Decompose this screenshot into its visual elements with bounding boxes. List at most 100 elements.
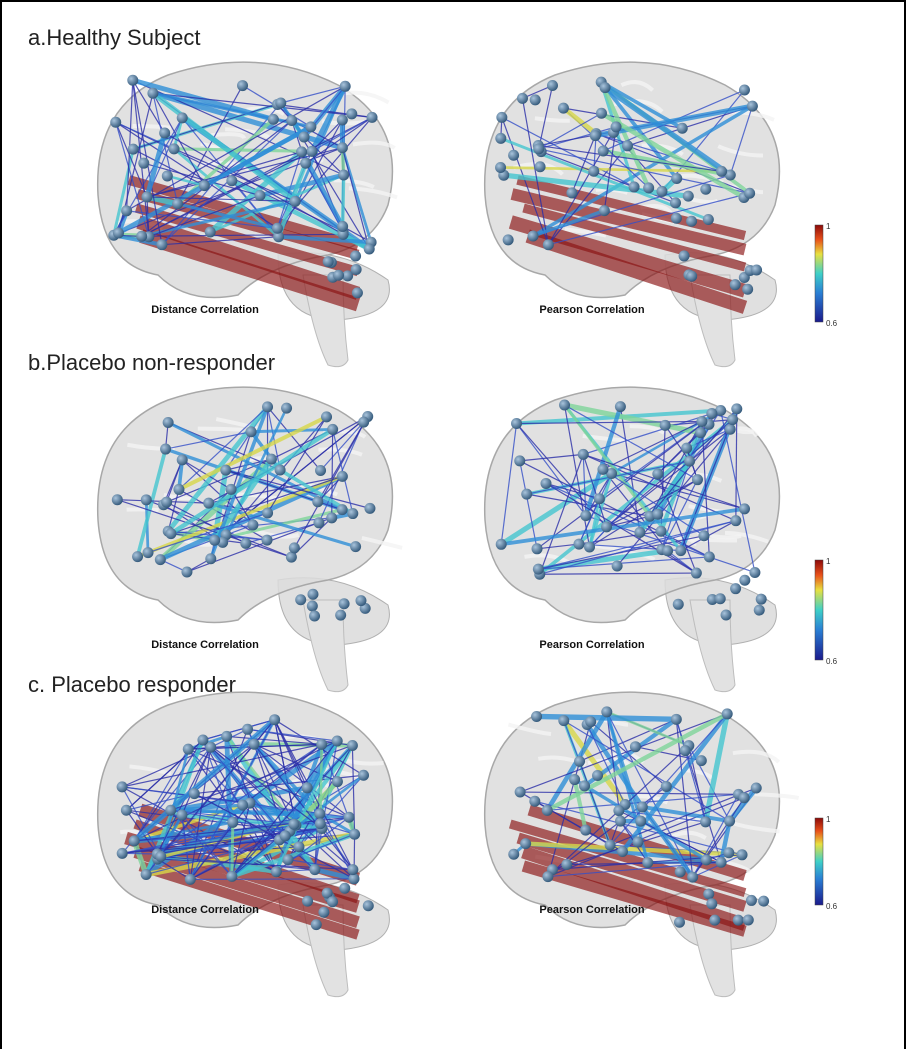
node xyxy=(237,800,248,811)
node xyxy=(517,93,528,104)
node xyxy=(698,530,709,541)
node xyxy=(515,787,526,798)
node xyxy=(333,270,344,281)
edge xyxy=(343,175,344,226)
node xyxy=(315,465,326,476)
node xyxy=(652,468,663,479)
node xyxy=(169,143,180,154)
node xyxy=(176,810,187,821)
node xyxy=(495,162,506,173)
node xyxy=(147,88,158,99)
node xyxy=(156,239,167,250)
node xyxy=(529,796,540,807)
node xyxy=(269,714,280,725)
node xyxy=(751,783,762,794)
node xyxy=(247,519,258,530)
node xyxy=(503,234,514,245)
node xyxy=(508,150,519,161)
node xyxy=(495,133,506,144)
node xyxy=(127,75,138,86)
brain xyxy=(98,692,393,997)
node xyxy=(346,108,357,119)
node xyxy=(312,496,323,507)
node xyxy=(744,188,755,199)
node xyxy=(561,859,572,870)
node xyxy=(340,81,351,92)
panel-title: c. Placebo responder xyxy=(28,672,236,697)
node xyxy=(339,598,350,609)
node xyxy=(121,805,132,816)
node xyxy=(716,857,727,868)
node xyxy=(313,517,324,528)
node xyxy=(673,599,684,610)
node xyxy=(275,465,286,476)
node xyxy=(671,714,682,725)
node xyxy=(240,538,251,549)
node xyxy=(704,551,715,562)
node xyxy=(326,512,337,523)
node xyxy=(249,739,260,750)
node xyxy=(642,857,653,868)
caption: Pearson Correlation xyxy=(539,304,644,316)
node xyxy=(739,85,750,96)
node xyxy=(543,239,554,250)
node xyxy=(266,454,277,465)
node xyxy=(311,919,322,930)
node xyxy=(226,871,237,882)
caption: Distance Correlation xyxy=(151,904,259,916)
node xyxy=(262,401,273,412)
node xyxy=(592,770,603,781)
brain xyxy=(98,62,397,367)
node xyxy=(242,724,253,735)
node xyxy=(344,812,355,823)
node xyxy=(547,80,558,91)
node xyxy=(332,776,343,787)
node xyxy=(254,190,265,201)
node xyxy=(632,836,643,847)
node xyxy=(520,838,531,849)
node xyxy=(535,161,546,172)
node xyxy=(559,400,570,411)
caption: Distance Correlation xyxy=(151,639,259,651)
node xyxy=(742,284,753,295)
node xyxy=(290,196,301,207)
node xyxy=(600,82,611,93)
node xyxy=(542,871,553,882)
node xyxy=(725,424,736,435)
caption: Distance Correlation xyxy=(151,304,259,316)
node xyxy=(677,123,688,134)
node xyxy=(307,589,318,600)
node xyxy=(177,112,188,123)
node xyxy=(695,427,706,438)
node xyxy=(358,770,369,781)
node xyxy=(670,197,681,208)
node xyxy=(295,594,306,605)
node xyxy=(364,503,375,514)
node xyxy=(203,498,214,509)
node xyxy=(566,187,577,198)
node xyxy=(637,801,648,812)
colorbar-label: 1 xyxy=(826,557,831,566)
node xyxy=(363,900,374,911)
node xyxy=(680,745,691,756)
node xyxy=(205,227,216,238)
node xyxy=(496,539,507,550)
node xyxy=(173,484,184,495)
node xyxy=(681,443,692,454)
node xyxy=(533,564,544,575)
brain xyxy=(485,62,780,367)
node xyxy=(288,819,299,830)
node xyxy=(746,895,757,906)
node xyxy=(574,756,585,767)
node xyxy=(141,869,152,880)
node xyxy=(630,741,641,752)
node xyxy=(262,508,273,519)
node xyxy=(660,420,671,431)
caption: Pearson Correlation xyxy=(539,639,644,651)
node xyxy=(227,817,238,828)
colorbar-label: 0.6 xyxy=(826,319,838,328)
node xyxy=(160,444,171,455)
node xyxy=(143,547,154,558)
node xyxy=(706,898,717,909)
node xyxy=(751,264,762,275)
